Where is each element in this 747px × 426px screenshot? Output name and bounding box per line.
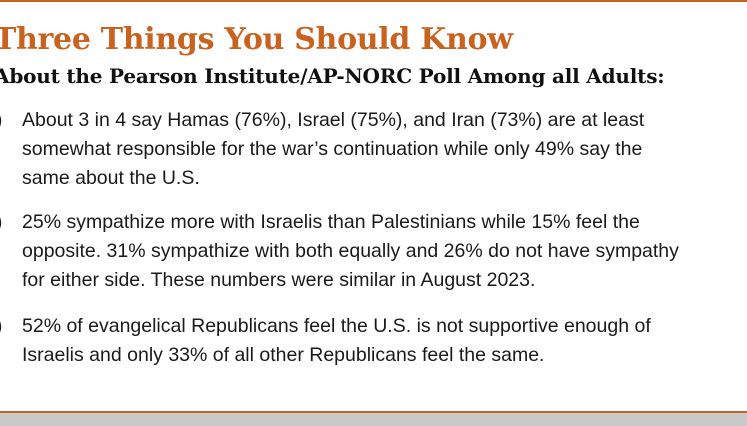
list-item-marker: ) — [0, 312, 2, 341]
list-item-text: 25% sympathize more with Israelis than P… — [22, 208, 747, 295]
list-item-line: About 3 in 4 say Hamas (76%), Israel (75… — [22, 109, 645, 131]
list-item-line: somewhat responsible for the war’s conti… — [22, 138, 643, 160]
list-item-line: Israelis and only 33% of all other Repub… — [22, 344, 545, 366]
list-item-marker: ) — [0, 208, 2, 237]
page-subtitle: About the Pearson Institute/AP-NORC Poll… — [0, 64, 665, 88]
page-title: Three Things You Should Know — [0, 22, 513, 57]
bottom-rule — [0, 411, 747, 413]
list-item-line: opposite. 31% sympathize with both equal… — [22, 240, 679, 262]
list-item-line: for either side. These numbers were simi… — [22, 269, 536, 291]
list-item-line: 25% sympathize more with Israelis than P… — [22, 211, 640, 233]
list-item-text: 52% of evangelical Republicans feel the … — [22, 312, 747, 370]
list-item-text: About 3 in 4 say Hamas (76%), Israel (75… — [22, 106, 747, 193]
list-item-line: same about the U.S. — [22, 167, 200, 189]
top-rule — [0, 0, 747, 2]
list-item-line: 52% of evangelical Republicans feel the … — [22, 315, 651, 337]
footer-band — [0, 413, 747, 426]
list-item-marker: ) — [0, 106, 2, 135]
